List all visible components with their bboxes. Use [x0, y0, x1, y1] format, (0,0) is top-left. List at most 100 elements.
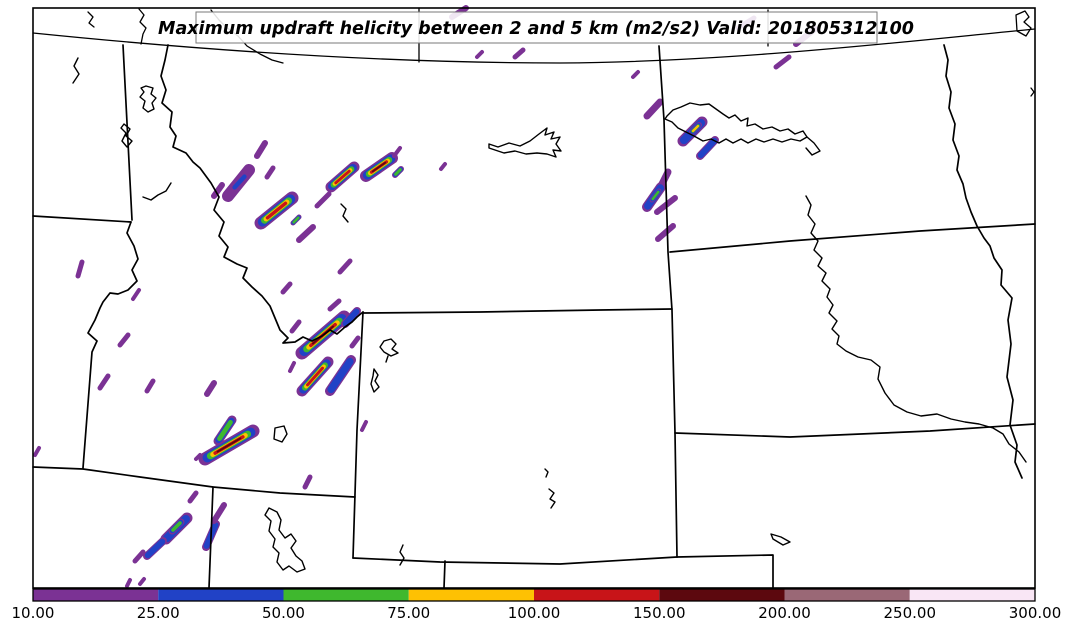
colorbar-tick-label: 75.00 — [387, 604, 430, 622]
helicity-track-level-10 — [773, 54, 792, 70]
great-salt-lake — [264, 507, 306, 573]
bear-lake — [273, 425, 288, 443]
helicity-track-level-25 — [144, 538, 166, 559]
southdakota-nebraska-border — [674, 423, 1036, 438]
helicity-track-level-25 — [697, 137, 718, 159]
oregon-idaho-border — [82, 221, 139, 469]
helicity-track-level-10 — [392, 146, 402, 158]
colorbar-tick-label: 25.00 — [137, 604, 180, 622]
border-detail — [1030, 87, 1035, 97]
canyon-ferry-lake — [340, 203, 349, 223]
colorbar-tick-label: 200.00 — [758, 604, 811, 622]
helicity-track-level-10 — [254, 140, 268, 159]
lake-sakakawea-arm — [805, 136, 821, 156]
lake-mcconaughy — [770, 533, 791, 546]
colorbar-segment-150-200 — [659, 589, 785, 601]
helicity-track-level-10 — [75, 259, 85, 279]
colorbar-segment-25-50 — [158, 589, 284, 601]
utah-colorado-border — [443, 560, 446, 589]
water-features — [72, 57, 1027, 573]
state-borders — [32, 44, 1036, 589]
helicity-track-level-50 — [394, 168, 402, 176]
helicity-track-level-100 — [306, 366, 324, 387]
colorado-nebraska-border — [676, 554, 774, 589]
colorbar: 10.00 25.00 50.00 75.00 100.00 150.00 200.00 25… — [12, 588, 1062, 622]
montana-wyoming-border — [362, 308, 673, 314]
helicity-track-level-50 — [171, 521, 182, 532]
helicity-track-level-10 — [97, 373, 111, 391]
helicity-track-level-10 — [296, 224, 316, 243]
idaho-wyoming-utah-border — [352, 311, 364, 559]
helicity-track-level-10 — [211, 502, 227, 524]
nevada-utah-border — [208, 486, 214, 589]
helicity-track-level-100 — [334, 169, 351, 185]
colorbar-tick-label: 100.00 — [508, 604, 561, 622]
helicity-track-level-10 — [125, 578, 132, 588]
lake-pend-oreille — [120, 123, 133, 148]
pathfinder-reservoirs — [544, 468, 556, 509]
helicity-track-level-10 — [131, 288, 141, 301]
title-background — [195, 11, 878, 44]
fort-peck-lake — [488, 127, 562, 158]
colorbar-segment-250-300 — [909, 589, 1035, 601]
helicity-track-level-10 — [512, 47, 526, 60]
plot-title-box: Maximum updraft helicity between 2 and 5… — [158, 11, 914, 44]
helicity-track-level-10 — [631, 70, 640, 79]
helicity-track-level-25 — [342, 308, 360, 327]
plot-title: Maximum updraft helicity between 2 and 5… — [158, 19, 914, 39]
helicity-track-level-10 — [288, 361, 296, 373]
colorbar-tick-label: 10.00 — [12, 604, 55, 622]
helicity-track-level-50 — [292, 216, 300, 224]
helicity-track-level-10 — [132, 549, 146, 564]
helicity-track-level-10 — [144, 378, 156, 394]
us-canada-border — [32, 28, 1036, 64]
colorbar-segment-50-75 — [283, 589, 409, 601]
colorbar-outline — [32, 588, 1036, 602]
helicity-track-level-10 — [337, 258, 353, 275]
colorbar-segment-100-150 — [534, 589, 660, 601]
red-river-minnesota-border — [943, 44, 1023, 479]
helicity-track-level-10 — [138, 577, 146, 586]
helicity-track-level-10 — [475, 50, 484, 59]
yellowstone-lake — [379, 338, 399, 363]
wyoming-south-border — [352, 556, 678, 565]
jackson-lake — [370, 368, 380, 393]
helicity-track-level-75 — [691, 124, 700, 133]
colorbar-segment-200-250 — [784, 589, 910, 601]
helicity-track-level-10 — [314, 191, 332, 209]
lake-of-the-woods — [1015, 10, 1032, 37]
helicity-track-level-10 — [211, 182, 225, 199]
helicity-track-level-10 — [187, 490, 199, 504]
helicity-track-level-10 — [204, 380, 217, 397]
flaming-gorge-reservoir — [399, 544, 405, 566]
washington-oregon-border — [32, 215, 132, 223]
helicity-track-level-10 — [264, 165, 276, 180]
colorbar-segment-75-100 — [408, 589, 534, 601]
104w-meridian-border — [658, 45, 678, 558]
idaho-montana-border — [160, 44, 364, 344]
lake-sakakawea — [664, 102, 808, 144]
helicity-track-level-10 — [117, 332, 131, 348]
colorbar-tick-label: 150.00 — [633, 604, 686, 622]
flathead-lake — [139, 85, 157, 113]
map-background — [33, 8, 1035, 588]
helicity-track-level-100 — [265, 201, 288, 220]
helicity-tracks — [33, 5, 818, 588]
helicity-track-level-10 — [327, 298, 342, 312]
colorbar-tick-label: 300.00 — [1009, 604, 1062, 622]
helicity-track-level-10 — [194, 453, 202, 461]
helicity-track-level-50 — [651, 190, 660, 201]
colorbar-tick-label: 250.00 — [884, 604, 937, 622]
helicity-track-level-50 — [217, 419, 233, 442]
helicity-track-level-25 — [232, 174, 247, 190]
bc-river — [87, 11, 95, 28]
helicity-track-level-150 — [216, 437, 242, 453]
helicity-track-level-10 — [349, 335, 361, 349]
helicity-track-level-10 — [280, 281, 293, 295]
colorbar-segment-10-25 — [33, 589, 159, 601]
helicity-track-level-10 — [439, 162, 447, 171]
helicity-track-level-10 — [289, 319, 302, 334]
helicity-track-level-25 — [327, 357, 354, 394]
